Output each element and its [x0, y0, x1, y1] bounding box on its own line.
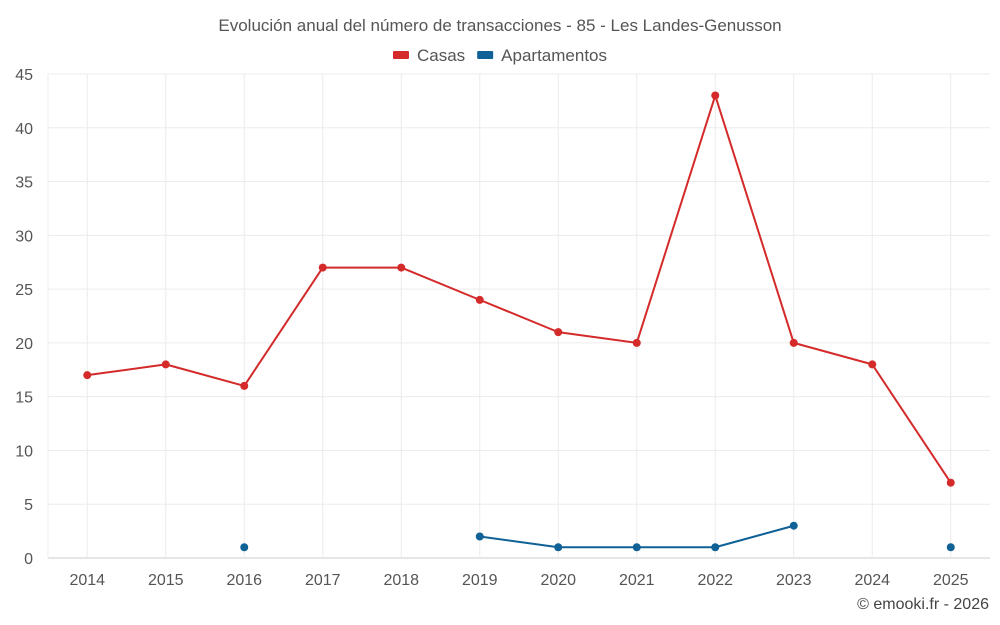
series-apartamentos: [240, 521, 955, 552]
y-tick-label: 30: [15, 228, 33, 245]
legend-item-apartamentos[interactable]: Apartamentos: [477, 46, 607, 65]
y-tick-label: 15: [15, 390, 33, 407]
legend-swatch: [477, 51, 494, 59]
data-point-casas[interactable]: [397, 263, 406, 272]
x-tick-label: 2017: [305, 572, 341, 589]
x-axis: 2014 2015 2016 2017 2018 2019 2020 2021 2022 2023…: [69, 572, 968, 589]
data-point-casas[interactable]: [240, 381, 249, 390]
y-axis: 0 5 10 15 20 25 30 35 40 45: [15, 67, 33, 568]
x-tick-label: 2024: [854, 572, 890, 589]
data-point-casas[interactable]: [946, 478, 955, 487]
x-tick-label: 2016: [226, 572, 262, 589]
y-tick-label: 25: [15, 282, 33, 299]
y-tick-label: 0: [24, 551, 33, 568]
y-tick-label: 35: [15, 175, 33, 192]
data-point-apartamentos[interactable]: [475, 532, 484, 541]
x-tick-label: 2025: [933, 572, 969, 589]
data-point-casas[interactable]: [554, 328, 563, 337]
data-point-apartamentos[interactable]: [789, 521, 798, 530]
series-layer: [83, 91, 955, 552]
y-tick-label: 5: [24, 497, 33, 514]
data-point-apartamentos[interactable]: [554, 543, 563, 552]
legend-label: Apartamentos: [501, 46, 607, 65]
data-point-casas[interactable]: [632, 338, 641, 347]
data-point-casas[interactable]: [868, 360, 877, 369]
data-point-apartamentos[interactable]: [946, 543, 955, 552]
legend-label: Casas: [417, 46, 465, 65]
legend-swatch: [392, 51, 409, 59]
y-tick-label: 45: [15, 67, 33, 84]
legend[interactable]: Casas Apartamentos: [392, 46, 607, 65]
x-tick-label: 2020: [540, 572, 576, 589]
data-point-casas[interactable]: [318, 263, 327, 272]
x-tick-label: 2015: [148, 572, 184, 589]
chart-title: Evolución anual del número de transaccio…: [218, 16, 781, 35]
data-point-casas[interactable]: [161, 360, 170, 369]
y-tick-label: 10: [15, 443, 33, 460]
x-tick-label: 2022: [697, 572, 733, 589]
data-point-apartamentos[interactable]: [240, 543, 249, 552]
x-tick-label: 2014: [69, 572, 105, 589]
x-tick-label: 2023: [776, 572, 812, 589]
legend-item-casas[interactable]: Casas: [392, 46, 465, 65]
y-tick-label: 40: [15, 121, 33, 138]
data-point-casas[interactable]: [83, 371, 92, 380]
data-point-casas[interactable]: [475, 295, 484, 304]
data-point-apartamentos[interactable]: [632, 543, 641, 552]
data-point-apartamentos[interactable]: [711, 543, 720, 552]
x-tick-label: 2019: [462, 572, 498, 589]
credit-text: © emooki.fr - 2026: [857, 596, 989, 613]
y-tick-label: 20: [15, 336, 33, 353]
series-line-casas: [87, 94, 952, 484]
series-casas: [83, 91, 955, 487]
data-point-casas[interactable]: [789, 338, 798, 347]
grid: [47, 73, 990, 559]
data-point-casas[interactable]: [711, 91, 720, 100]
x-tick-label: 2021: [619, 572, 655, 589]
x-tick-label: 2018: [383, 572, 419, 589]
